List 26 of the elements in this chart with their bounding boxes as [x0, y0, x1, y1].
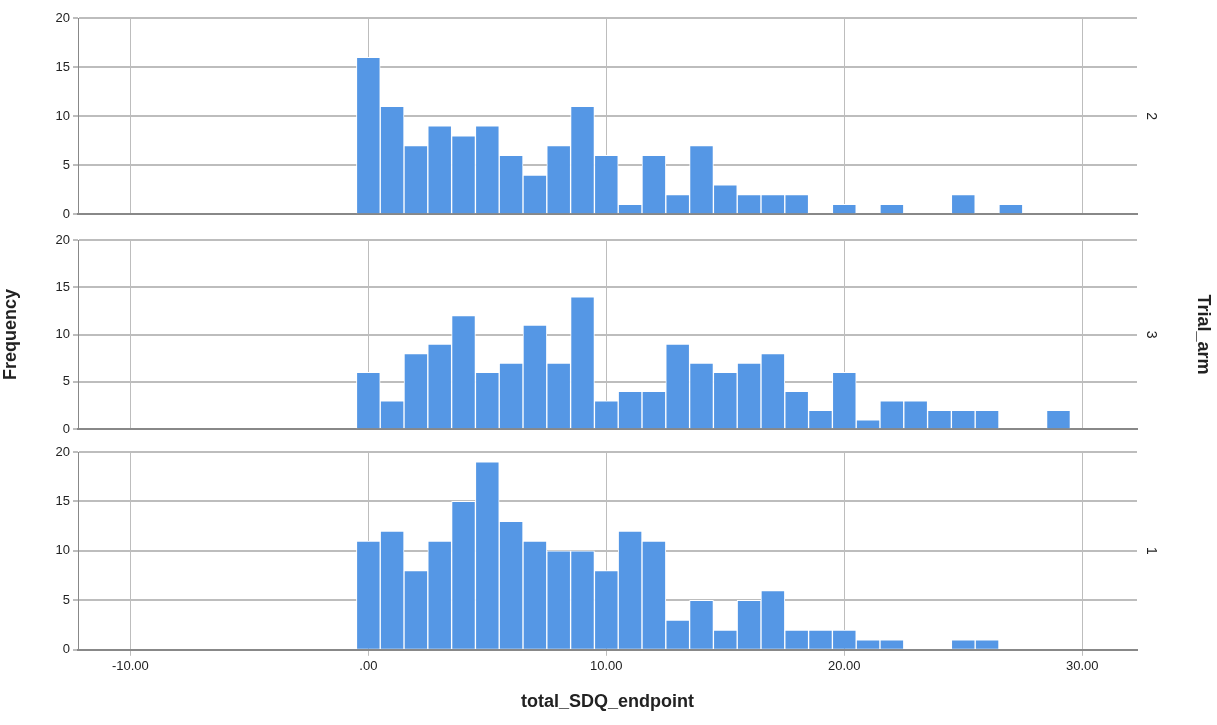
y2-axis-title: Trial_arm — [1194, 294, 1215, 375]
y-tick-label: 20 — [55, 231, 70, 247]
x-tick-label: .00 — [359, 658, 378, 674]
text: 3 — [1144, 330, 1161, 339]
x-tick-label: 10.00 — [590, 658, 623, 674]
y-tick-label: 15 — [55, 58, 70, 74]
text: 1 — [1144, 547, 1161, 555]
x-axis-title: total_SDQ_endpoint — [520, 691, 695, 712]
y-tick-label: 20 — [55, 443, 70, 459]
x-tick-label: 30.00 — [1065, 658, 1099, 674]
y-tick-label: 10 — [55, 542, 70, 558]
y-tick-label: 5 — [62, 156, 70, 172]
y-tick-label: 10 — [55, 326, 70, 342]
y-tick-label: 5 — [62, 373, 70, 389]
x-tick-label: 20.00 — [828, 658, 861, 674]
y-tick-label: 0 — [62, 420, 70, 436]
y-tick-label: 20 — [55, 9, 70, 25]
y-tick-label: 0 — [62, 641, 70, 657]
y-tick-label: 0 — [62, 205, 70, 221]
y-tick-label: 5 — [62, 591, 70, 607]
y-tick-label: 15 — [55, 493, 70, 509]
y-tick-label: 10 — [55, 107, 70, 123]
text: 2 — [1144, 112, 1161, 121]
x-tick-label: -10.00 — [111, 658, 149, 674]
y-tick-label: 15 — [55, 278, 70, 294]
y-axis-title: Frequency — [0, 289, 20, 381]
